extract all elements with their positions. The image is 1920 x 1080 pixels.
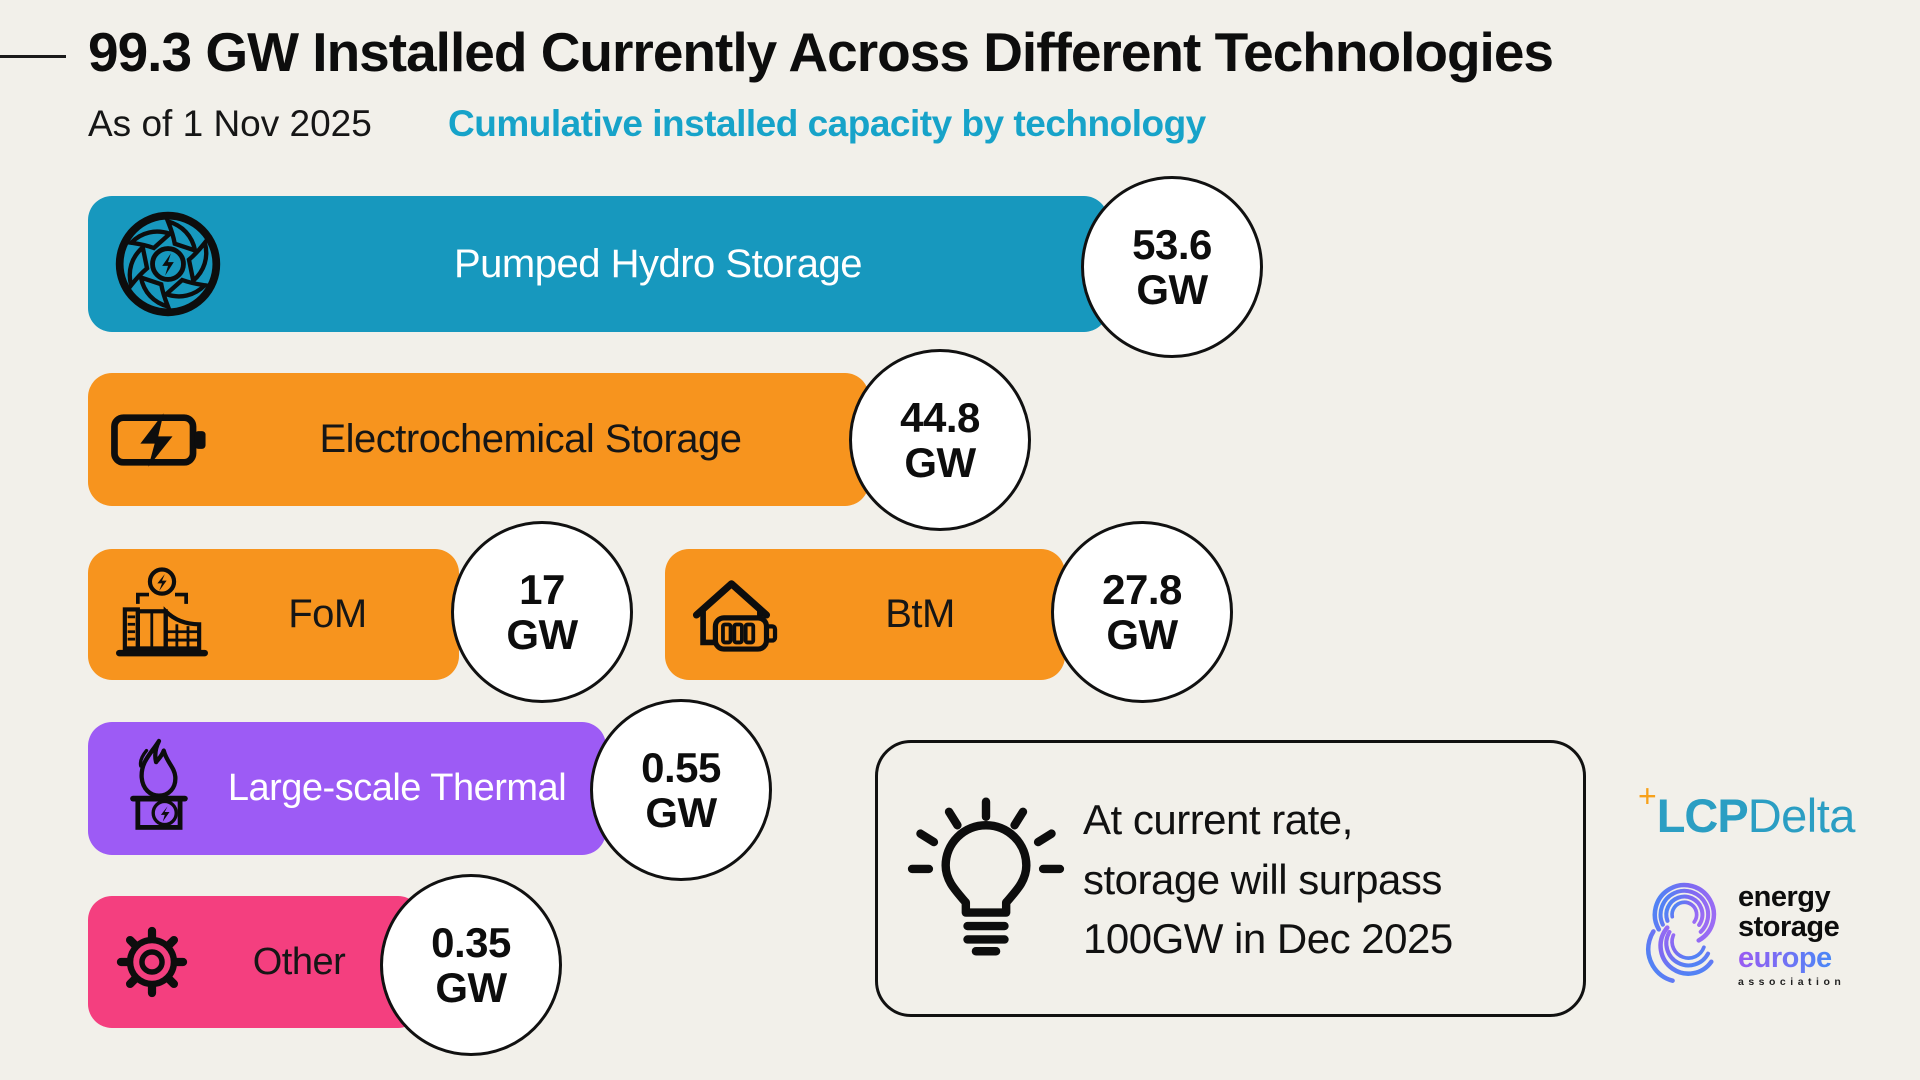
bar-fom: FoM	[88, 549, 459, 680]
unit-text: GW	[904, 439, 976, 486]
value-circle-pumped-hydro: 53.6 GW	[1081, 176, 1263, 358]
bar-pumped-hydro-storage: Pumped Hydro Storage	[88, 196, 1108, 332]
value-text: 44.8	[900, 393, 980, 441]
bar-other: Other	[88, 896, 422, 1028]
esea-word-storage: storage	[1738, 911, 1840, 944]
value-text: 0.35	[431, 918, 511, 966]
bar-label: Large-scale Thermal	[227, 767, 567, 809]
value-text: 27.8	[1102, 565, 1182, 613]
unit-text: GW	[435, 964, 507, 1011]
bar-label: BtM	[885, 592, 955, 636]
bar-electrochemical-storage: Electrochemical Storage	[88, 373, 869, 506]
gear-icon	[110, 920, 194, 1004]
esea-word-association: association	[1738, 975, 1846, 988]
unit-text: GW	[645, 789, 717, 836]
esea-word-energy: energy	[1738, 881, 1831, 913]
value-text: 0.55	[641, 743, 721, 791]
bar-label: FoM	[288, 592, 367, 636]
bar-btm: BtM	[665, 549, 1065, 680]
insight-line-2: storage will surpass	[1083, 855, 1442, 903]
value-circle-btm: 27.8 GW	[1051, 521, 1233, 703]
plus-icon: +	[1638, 778, 1657, 814]
value-circle-fom: 17 GW	[451, 521, 633, 703]
insight-line-1: At current rate,	[1083, 796, 1353, 843]
page-title: 99.3 GW Installed Currently Across Diffe…	[88, 21, 1554, 83]
turbine-icon	[110, 206, 226, 322]
home-battery-icon	[687, 567, 793, 663]
lcpdelta-logo: + LCP Delta	[1638, 780, 1855, 839]
energy-storage-europe-logo: energy storage europe association	[1645, 878, 1845, 988]
as-of-date-label: As of 1 Nov 2025	[88, 103, 372, 144]
value-text: 53.6	[1132, 220, 1212, 268]
lcp-wordmark: LCP	[1656, 789, 1749, 842]
delta-wordmark: Delta	[1747, 789, 1856, 842]
accent-line	[0, 55, 66, 58]
battery-bolt-icon	[110, 407, 210, 473]
insight-line-3: 100GW in Dec 2025	[1083, 915, 1453, 963]
lightbulb-icon	[902, 795, 1070, 963]
value-circle-large-scale-thermal: 0.55 GW	[590, 699, 772, 881]
bar-large-scale-thermal: Large-scale Thermal	[88, 722, 606, 855]
power-plant-icon	[110, 563, 214, 667]
unit-text: GW	[1136, 266, 1208, 313]
insight-text: At current rate, storage will surpass 10…	[1083, 790, 1453, 969]
chart-subtitle: Cumulative installed capacity by technol…	[448, 103, 1206, 144]
bar-label: Pumped Hydro Storage	[453, 241, 863, 286]
thermal-flame-icon	[110, 735, 206, 843]
bar-label: Electrochemical Storage	[319, 417, 742, 461]
swirl-icon	[1645, 878, 1727, 984]
value-circle-electrochemical: 44.8 GW	[849, 349, 1031, 531]
bar-label: Other	[252, 940, 346, 983]
unit-text: GW	[1106, 611, 1178, 658]
insight-callout-card: At current rate, storage will surpass 10…	[875, 740, 1586, 1017]
esea-word-europe: europe	[1738, 942, 1845, 975]
esea-wordmark: energy storage europe association	[1738, 882, 1845, 988]
value-circle-other: 0.35 GW	[380, 874, 562, 1056]
value-text: 17	[519, 565, 565, 613]
unit-text: GW	[506, 611, 578, 658]
